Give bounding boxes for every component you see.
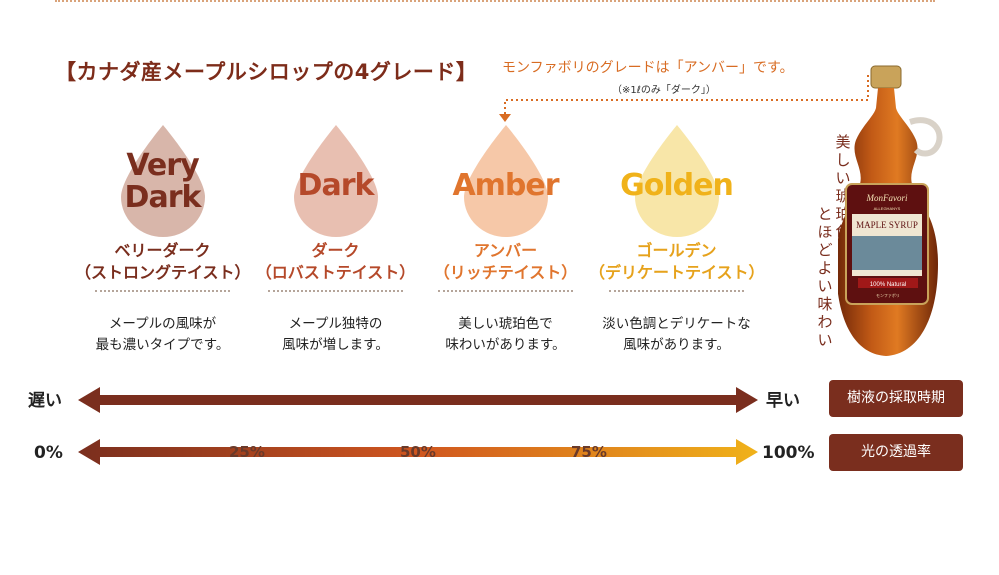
grade-description: 美しい琥珀色で 味わいがあります。 bbox=[445, 316, 566, 353]
dotted-divider bbox=[609, 290, 744, 292]
page-title: 【カナダ産メープルシロップの4グレード】 bbox=[55, 60, 478, 84]
tick-label: 25% bbox=[229, 443, 265, 461]
bottle-jp-text: モンファボリ bbox=[876, 292, 900, 298]
bottle-brand-text: MonFavori bbox=[866, 193, 908, 203]
bottle-sub-text: ALLEGHANYS bbox=[874, 206, 901, 211]
transmittance-left-label: 0% bbox=[34, 443, 63, 463]
top-divider bbox=[55, 0, 935, 2]
harvest-left-label: 遅い bbox=[28, 391, 62, 411]
grade-japanese-name: ダーク （ロバストテイスト） bbox=[255, 241, 416, 282]
dotted-divider bbox=[438, 290, 573, 292]
grade-english: Golden bbox=[620, 168, 734, 203]
bottle-product-text: MAPLE SYRUP bbox=[856, 220, 918, 230]
dotted-divider bbox=[95, 290, 230, 292]
transmittance-right-label: 100% bbox=[762, 443, 815, 463]
vertical-caption-col2: と ほ ど よ い 味 わ い bbox=[817, 205, 833, 349]
grade-japanese-name: ゴールデン （デリケートテイスト） bbox=[589, 241, 765, 282]
grade-english: Very Dark bbox=[124, 148, 202, 215]
bottle-natural-text: 100% Natural bbox=[870, 282, 906, 288]
tick-label: 75% bbox=[571, 443, 607, 461]
harvest-right-label: 早い bbox=[766, 391, 800, 411]
drop-icon bbox=[458, 125, 554, 237]
grade-description: 淡い色調とデリケートな 風味があります。 bbox=[602, 316, 751, 353]
harvest-time-badge: 樹液の採取時期 bbox=[829, 380, 963, 417]
grade-description: メープル独特の 風味が増します。 bbox=[282, 316, 389, 353]
harvest-time-arrow bbox=[78, 387, 758, 413]
grade-japanese-name: アンバー （リッチテイスト） bbox=[433, 241, 578, 282]
grade-subnote: （※1ℓのみ「ダーク」） bbox=[612, 85, 716, 96]
drop-icon bbox=[115, 125, 211, 237]
light-transmittance-arrow bbox=[78, 439, 758, 465]
tick-label: 50% bbox=[400, 443, 436, 461]
grade-english: Amber bbox=[452, 168, 559, 203]
grade-english: Dark bbox=[297, 168, 375, 203]
drop-icon bbox=[629, 125, 725, 237]
grade-note: モンファボリのグレードは「アンバー」です。 bbox=[502, 60, 794, 76]
drop-icon bbox=[288, 125, 384, 237]
grade-description: メープルの風味が 最も濃いタイプです。 bbox=[95, 316, 230, 353]
transmittance-badge: 光の透過率 bbox=[829, 434, 963, 471]
maple-syrup-bottle-image: MonFavori ALLEGHANYS MAPLE SYRUP 100% Na… bbox=[838, 65, 943, 356]
dotted-divider bbox=[268, 290, 403, 292]
grade-japanese-name: ベリーダーク （ストロングテイスト） bbox=[75, 241, 251, 282]
